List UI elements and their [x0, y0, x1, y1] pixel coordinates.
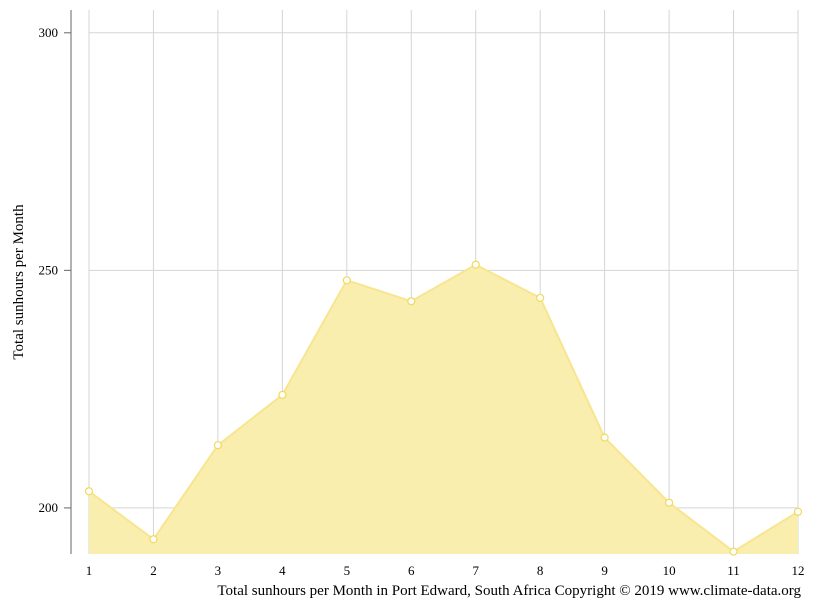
x-tick-label: 10: [663, 563, 676, 578]
data-point: [213, 441, 223, 450]
data-point: [664, 498, 674, 507]
x-tick-label: 1: [86, 563, 93, 578]
data-point: [278, 390, 287, 399]
sunhours-line: [88, 263, 799, 553]
data-point: [600, 433, 609, 442]
data-point: [729, 547, 738, 556]
x-tick-label: 11: [727, 563, 740, 578]
data-points: [84, 260, 803, 556]
y-tick-label: 300: [39, 25, 59, 40]
y-ticks: 200 250 300: [39, 25, 71, 515]
data-point: [84, 487, 94, 496]
y-axis-title: Total sunhours per Month: [11, 204, 27, 360]
data-point: [342, 276, 351, 285]
x-tick-label: 3: [215, 563, 222, 578]
sunhours-area: [89, 264, 798, 554]
x-tick-label: 7: [472, 563, 479, 578]
x-tick-label: 8: [537, 563, 544, 578]
x-tick-label: 5: [344, 563, 351, 578]
x-tick-label: 12: [792, 563, 805, 578]
chart-caption: Total sunhours per Month in Port Edward,…: [217, 583, 801, 599]
y-tick-label: 200: [39, 500, 59, 515]
x-tick-label: 9: [601, 563, 608, 578]
data-point: [536, 293, 545, 303]
data-point: [793, 507, 803, 516]
data-point: [407, 297, 416, 306]
data-point: [471, 260, 480, 269]
x-tick-label: 4: [279, 563, 286, 578]
data-point: [149, 535, 158, 544]
x-tick-label: 6: [408, 563, 415, 578]
y-tick-label: 250: [39, 262, 59, 277]
x-ticks: 1 2 3 4 5 6 7 8 9 10 11 12: [86, 563, 805, 578]
x-tick-label: 2: [150, 563, 157, 578]
